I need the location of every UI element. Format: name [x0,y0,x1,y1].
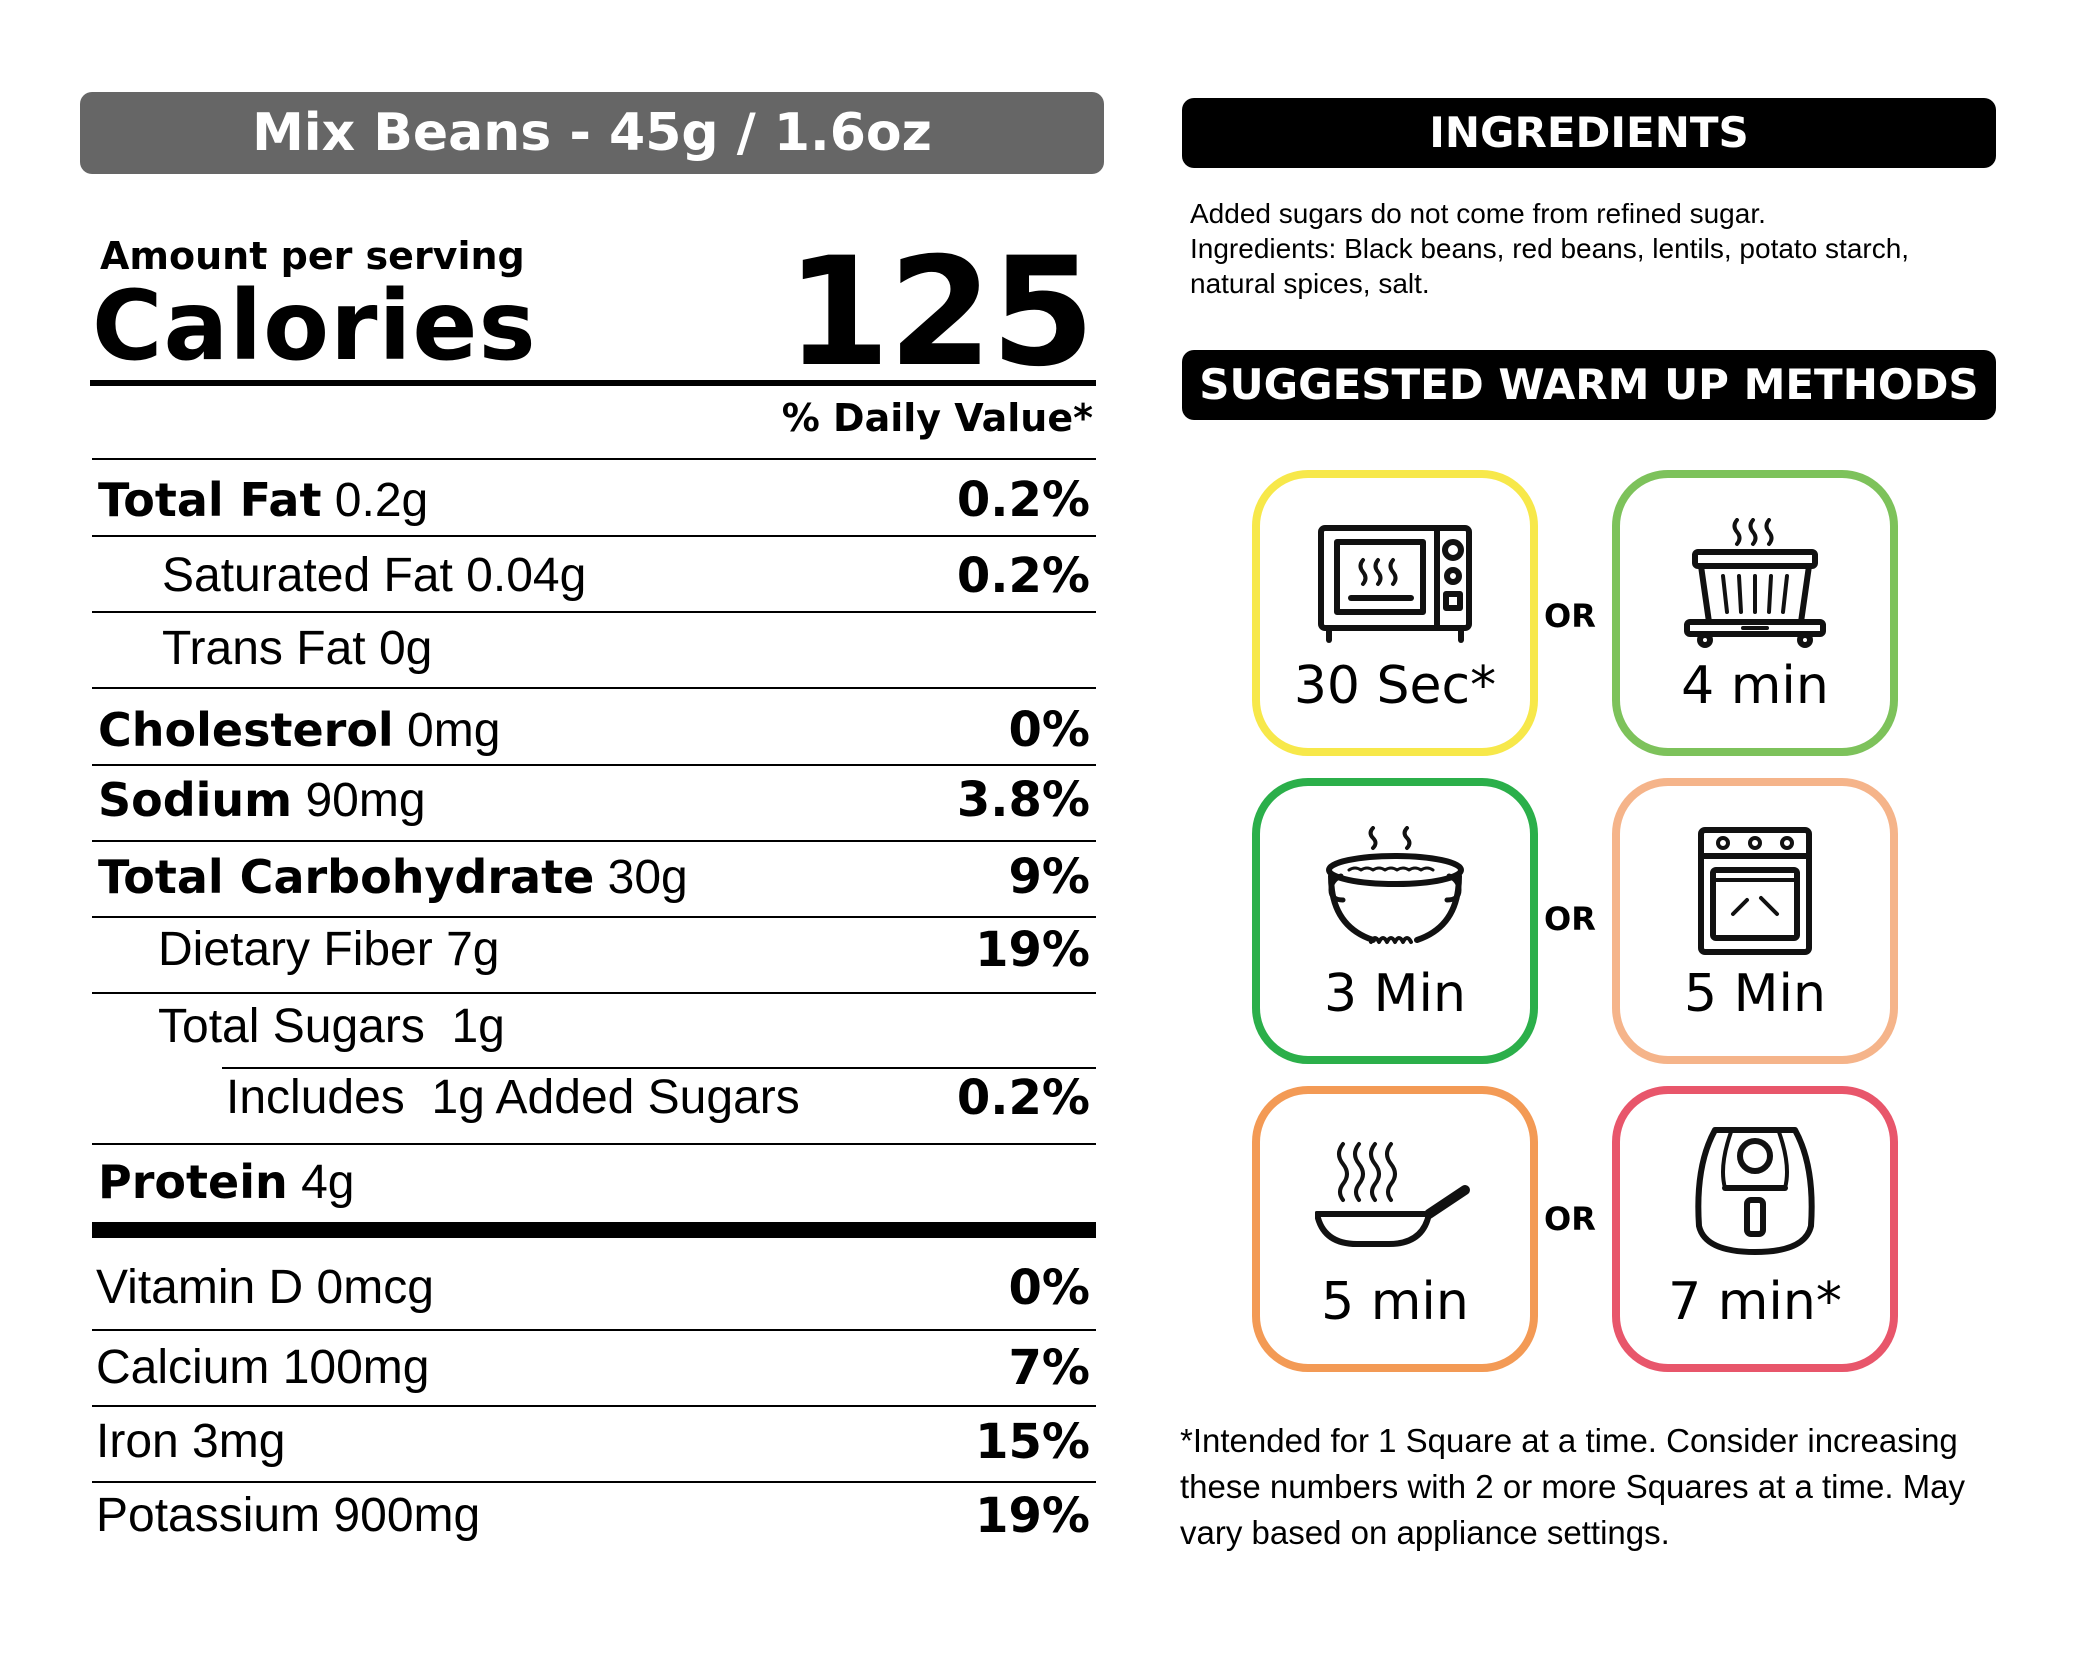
warmup-card-air-fryer: 7 min* [1612,1086,1898,1372]
divider [92,1329,1096,1331]
divider [92,916,1096,918]
vitamin-row-potassium: Potassium 900mg 19% [0,1486,1100,1546]
frying-pan-icon [1315,1142,1470,1247]
calories-label: Calories [92,270,537,382]
vitamin-dv: 15% [975,1414,1090,1470]
nutrient-row-trans-fat: Trans Fat 0g [0,619,1100,679]
air-fryer-icon [1695,1127,1815,1255]
warmup-time: 7 min* [1668,1272,1842,1332]
nutrient-row-cholesterol: Cholesterol 0mg 0% [0,700,1100,760]
footnote: *Intended for 1 Square at a time. Consid… [1180,1418,2010,1556]
nutrient-dv: 0.2% [956,548,1090,604]
warmup-time: 5 Min [1684,964,1826,1024]
ingredients-text: Added sugars do not come from refined su… [1190,196,1990,301]
product-title: Mix Beans - 45g / 1.6oz [80,92,1104,174]
nutrient-row-total-carbohydrate: Total Carbohydrate 30g 9% [0,847,1100,907]
warmup-time: 3 Min [1324,964,1466,1024]
nutrient-dv: 0.2% [956,1070,1090,1126]
nutrient-row-total-sugars: Total Sugars 1g [0,997,1100,1057]
daily-value-header: % Daily Value* [781,396,1093,440]
divider [92,1405,1096,1407]
nutrient-row-total-fat: Total Fat 0.2g 0.2% [0,470,1100,530]
nutrient-label: Total Carbohydrate 30g [98,850,688,904]
divider [92,687,1096,689]
or-label: OR [1544,900,1596,938]
vitamin-dv: 0% [1008,1260,1091,1316]
nutrient-label: Saturated Fat 0.04g [162,549,587,602]
ingredients-line: Added sugars do not come from refined su… [1190,198,1766,229]
vitamin-label: Vitamin D 0mcg [96,1261,434,1314]
vitamin-label: Potassium 900mg [96,1489,481,1542]
divider [92,611,1096,613]
nutrient-label: Protein 4g [98,1155,355,1209]
microwave-icon [1318,525,1472,643]
steamer-icon [1684,518,1826,648]
divider [92,992,1096,994]
ingredients-header: INGREDIENTS [1182,98,1996,168]
nutrient-dv: 3.8% [956,772,1090,828]
divider [92,1481,1096,1483]
warmup-card-pot: 3 Min [1252,778,1538,1064]
calories-value: 125 [785,226,1095,400]
vitamin-row-vitamin-d: Vitamin D 0mcg 0% [0,1258,1100,1318]
nutrient-dv: 0% [1008,702,1091,758]
divider [222,1067,1096,1069]
oven-icon [1698,827,1812,955]
nutrient-row-saturated-fat: Saturated Fat 0.04g 0.2% [0,546,1100,606]
footnote-line: *Intended for 1 Square at a time. Consid… [1180,1422,1958,1459]
divider [92,840,1096,842]
vitamin-row-calcium: Calcium 100mg 7% [0,1338,1100,1398]
vitamin-label: Calcium 100mg [96,1341,430,1394]
divider [92,458,1096,460]
amount-per-serving-label: Amount per serving [100,234,525,278]
or-label: OR [1544,597,1596,635]
warmup-card-microwave: 30 Sec* [1252,470,1538,756]
vitamin-row-iron: Iron 3mg 15% [0,1412,1100,1472]
pot-icon [1326,826,1464,944]
divider [92,535,1096,537]
nutrient-dv: 19% [975,922,1090,978]
warmup-header: SUGGESTED WARM UP METHODS [1182,350,1996,420]
vitamin-dv: 19% [975,1488,1090,1544]
nutrient-row-added-sugars: Includes 1g Added Sugars 0.2% [0,1068,1100,1128]
nutrient-label: Includes 1g Added Sugars [226,1071,800,1124]
vitamin-label: Iron 3mg [96,1415,286,1468]
or-label: OR [1544,1200,1596,1238]
warmup-time: 5 min [1321,1272,1469,1332]
nutrient-label: Total Sugars 1g [158,1000,505,1053]
nutrient-row-sodium: Sodium 90mg 3.8% [0,770,1100,830]
nutrient-label: Dietary Fiber 7g [158,923,500,976]
divider [92,1143,1096,1145]
nutrient-label: Trans Fat 0g [162,622,433,675]
nutrient-label: Sodium 90mg [98,773,426,827]
warmup-card-oven: 5 Min [1612,778,1898,1064]
footnote-line: these numbers with 2 or more Squares at … [1180,1468,1966,1505]
nutrient-dv: 9% [1008,849,1091,905]
protein-divider [92,1222,1096,1238]
ingredients-line: Ingredients: Black beans, red beans, len… [1190,233,1910,264]
warmup-card-frying-pan: 5 min [1252,1086,1538,1372]
warmup-card-steamer: 4 min [1612,470,1898,756]
warmup-time: 4 min [1681,656,1829,716]
footnote-line: vary based on appliance settings. [1180,1514,1670,1551]
nutrient-label: Cholesterol 0mg [98,703,501,757]
calories-divider [90,380,1096,386]
ingredients-line: natural spices, salt. [1190,268,1430,299]
nutrient-row-protein: Protein 4g [0,1152,1100,1212]
warmup-time: 30 Sec* [1293,656,1497,716]
nutrient-label: Total Fat 0.2g [98,473,429,527]
vitamin-dv: 7% [1008,1340,1091,1396]
divider [92,764,1096,766]
nutrient-dv: 0.2% [956,472,1090,528]
nutrient-row-dietary-fiber: Dietary Fiber 7g 19% [0,920,1100,980]
